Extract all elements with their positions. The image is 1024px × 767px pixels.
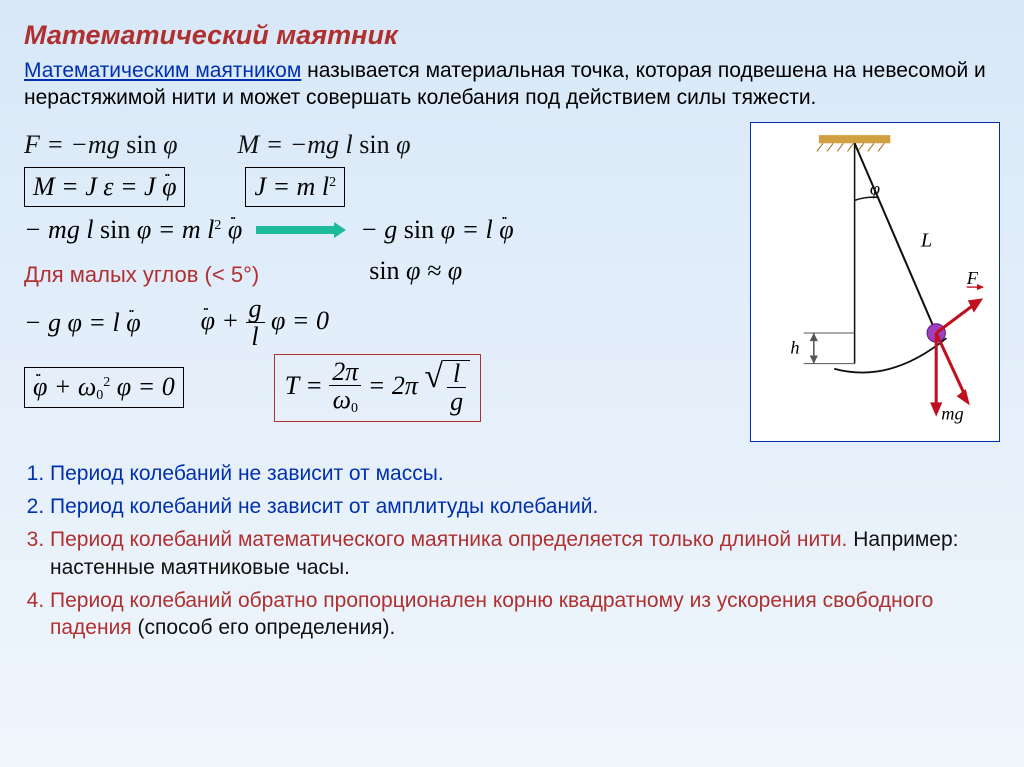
list-item: Период колебаний математического маятник… — [50, 526, 1000, 581]
svg-text:L: L — [920, 229, 932, 251]
svg-text:φ: φ — [870, 178, 880, 198]
svg-text:F: F — [966, 268, 979, 288]
eq-period-box: T = 2πω0 = 2π √ lg — [274, 354, 481, 422]
conclusions-list: Период колебаний не зависит от массы. Пе… — [24, 460, 1000, 642]
term: Математическим маятником — [24, 59, 301, 82]
definition-paragraph: Математическим маятником называется мате… — [24, 57, 1000, 112]
list-item: Период колебаний не зависит от амплитуды… — [50, 493, 1000, 520]
eq-sin-approx: sin φ ≈ φ — [369, 254, 462, 288]
eq-moment: M = −mg l sin φ — [238, 128, 411, 162]
pendulum-diagram: φ L h mg F — [750, 122, 1000, 442]
svg-text:mg: mg — [941, 403, 963, 423]
eq-J-box: J = m l2 — [245, 167, 345, 207]
eq-ode1: φ + gl φ = 0 — [201, 296, 329, 350]
eq-force: F = −mg sin φ — [24, 128, 178, 162]
eq-expand-lhs: − mg l sin φ = m l2 φ — [24, 213, 242, 247]
eq-M-box: M = J ε = J φ — [24, 167, 185, 207]
svg-text:h: h — [790, 337, 799, 357]
list-item: Период колебаний не зависит от массы. — [50, 460, 1000, 487]
formulas-column: F = −mg sin φ M = −mg l sin φ M = J ε = … — [24, 122, 732, 442]
eq-gphi: − g φ = l φ — [24, 306, 141, 340]
list-item: Период колебаний обратно пропорционален … — [50, 587, 1000, 642]
eq-ode0-box: φ + ω02 φ = 0 — [24, 367, 184, 408]
small-angle-note: Для малых углов (< 5°) — [24, 261, 259, 290]
page-title: Математический маятник — [24, 18, 1000, 53]
eq-expand-rhs: − g sin φ = l φ — [360, 213, 513, 247]
implies-arrow-icon — [256, 222, 346, 238]
